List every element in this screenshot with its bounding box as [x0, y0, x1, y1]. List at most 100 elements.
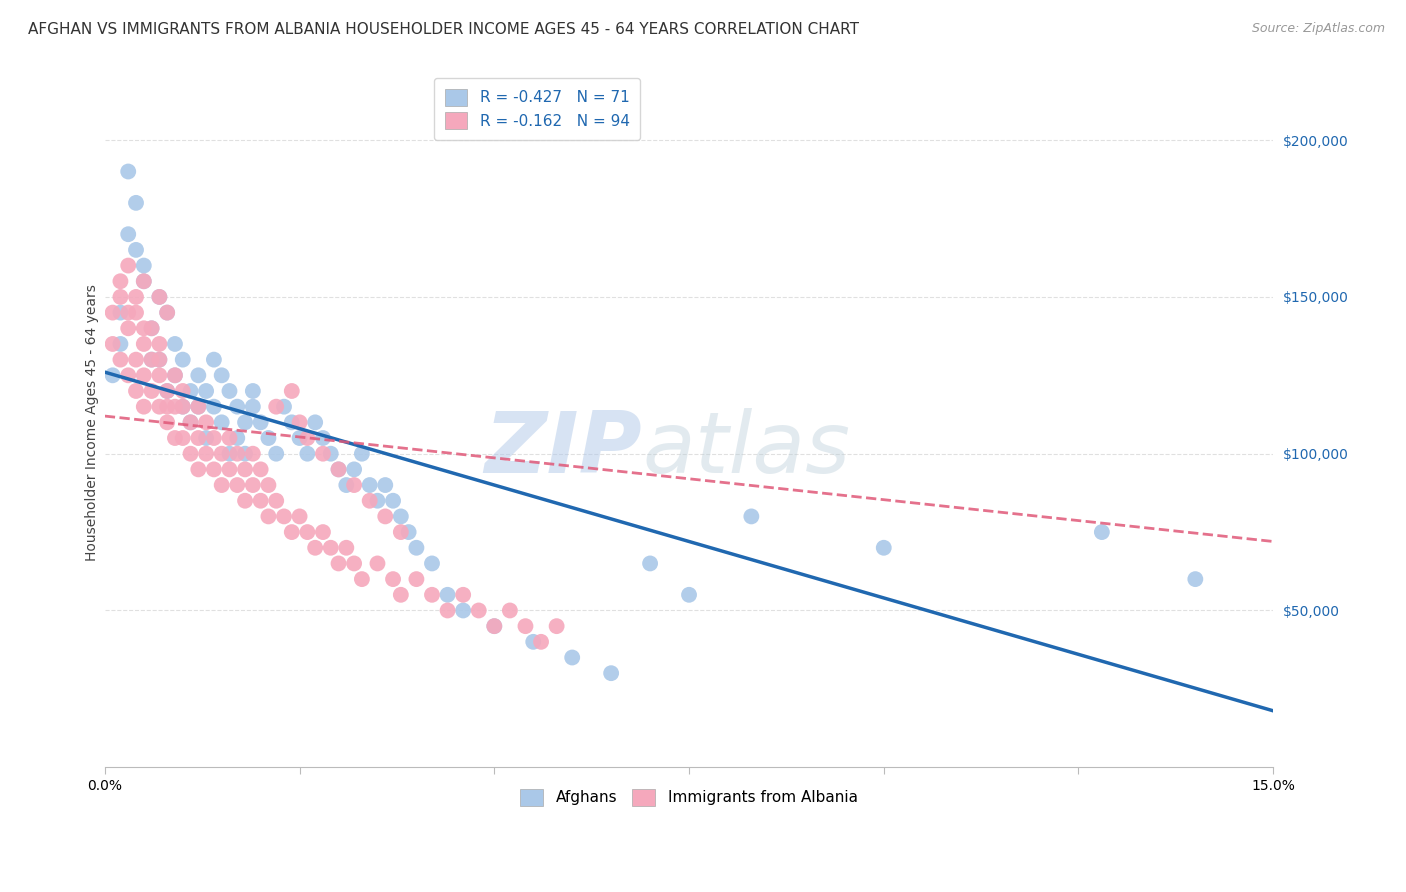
Point	[226, 478, 249, 492]
Point	[389, 588, 412, 602]
Point	[117, 227, 139, 242]
Point	[389, 509, 412, 524]
Point	[202, 352, 225, 367]
Point	[335, 541, 357, 555]
Point	[172, 352, 194, 367]
Point	[264, 493, 287, 508]
Point	[148, 352, 170, 367]
Point	[195, 415, 218, 429]
Point	[233, 415, 256, 429]
Point	[288, 509, 311, 524]
Text: Source: ZipAtlas.com: Source: ZipAtlas.com	[1251, 22, 1385, 36]
Point	[297, 431, 319, 445]
Point	[132, 368, 155, 383]
Point	[156, 400, 179, 414]
Point	[156, 384, 179, 398]
Point	[141, 321, 163, 335]
Point	[180, 447, 202, 461]
Point	[163, 368, 186, 383]
Point	[156, 384, 179, 398]
Point	[530, 635, 553, 649]
Point	[451, 588, 474, 602]
Point	[405, 541, 427, 555]
Point	[484, 619, 506, 633]
Point	[638, 557, 661, 571]
Point	[132, 337, 155, 351]
Point	[420, 588, 443, 602]
Point	[187, 368, 209, 383]
Point	[600, 666, 623, 681]
Point	[110, 274, 132, 288]
Point	[242, 400, 264, 414]
Point	[1091, 525, 1114, 540]
Point	[148, 290, 170, 304]
Point	[257, 509, 280, 524]
Point	[343, 478, 366, 492]
Point	[148, 400, 170, 414]
Point	[125, 305, 148, 319]
Point	[257, 431, 280, 445]
Point	[515, 619, 537, 633]
Point	[211, 368, 233, 383]
Point	[117, 305, 139, 319]
Point	[242, 478, 264, 492]
Point	[202, 400, 225, 414]
Point	[561, 650, 583, 665]
Point	[195, 384, 218, 398]
Point	[218, 431, 240, 445]
Point	[499, 603, 522, 617]
Point	[125, 352, 148, 367]
Point	[328, 557, 350, 571]
Point	[374, 509, 396, 524]
Point	[125, 384, 148, 398]
Point	[249, 462, 271, 476]
Point	[141, 321, 163, 335]
Point	[141, 352, 163, 367]
Point	[257, 478, 280, 492]
Point	[148, 290, 170, 304]
Point	[546, 619, 568, 633]
Point	[101, 368, 124, 383]
Point	[172, 431, 194, 445]
Point	[678, 588, 700, 602]
Point	[343, 557, 366, 571]
Point	[141, 384, 163, 398]
Text: AFGHAN VS IMMIGRANTS FROM ALBANIA HOUSEHOLDER INCOME AGES 45 - 64 YEARS CORRELAT: AFGHAN VS IMMIGRANTS FROM ALBANIA HOUSEH…	[28, 22, 859, 37]
Point	[132, 274, 155, 288]
Point	[187, 400, 209, 414]
Point	[163, 431, 186, 445]
Point	[484, 619, 506, 633]
Point	[156, 305, 179, 319]
Point	[359, 493, 381, 508]
Point	[242, 384, 264, 398]
Point	[226, 447, 249, 461]
Point	[218, 384, 240, 398]
Point	[312, 431, 335, 445]
Point	[211, 447, 233, 461]
Point	[273, 400, 295, 414]
Point	[117, 164, 139, 178]
Point	[1184, 572, 1206, 586]
Point	[233, 462, 256, 476]
Point	[319, 447, 342, 461]
Point	[522, 635, 544, 649]
Point	[389, 525, 412, 540]
Point	[117, 321, 139, 335]
Point	[180, 415, 202, 429]
Point	[297, 447, 319, 461]
Point	[211, 478, 233, 492]
Point	[343, 462, 366, 476]
Point	[117, 368, 139, 383]
Point	[218, 447, 240, 461]
Point	[172, 400, 194, 414]
Point	[218, 462, 240, 476]
Point	[312, 447, 335, 461]
Point	[350, 447, 373, 461]
Point	[163, 368, 186, 383]
Point	[233, 447, 256, 461]
Text: ZIP: ZIP	[485, 409, 643, 491]
Point	[132, 259, 155, 273]
Point	[451, 603, 474, 617]
Point	[125, 195, 148, 210]
Point	[132, 321, 155, 335]
